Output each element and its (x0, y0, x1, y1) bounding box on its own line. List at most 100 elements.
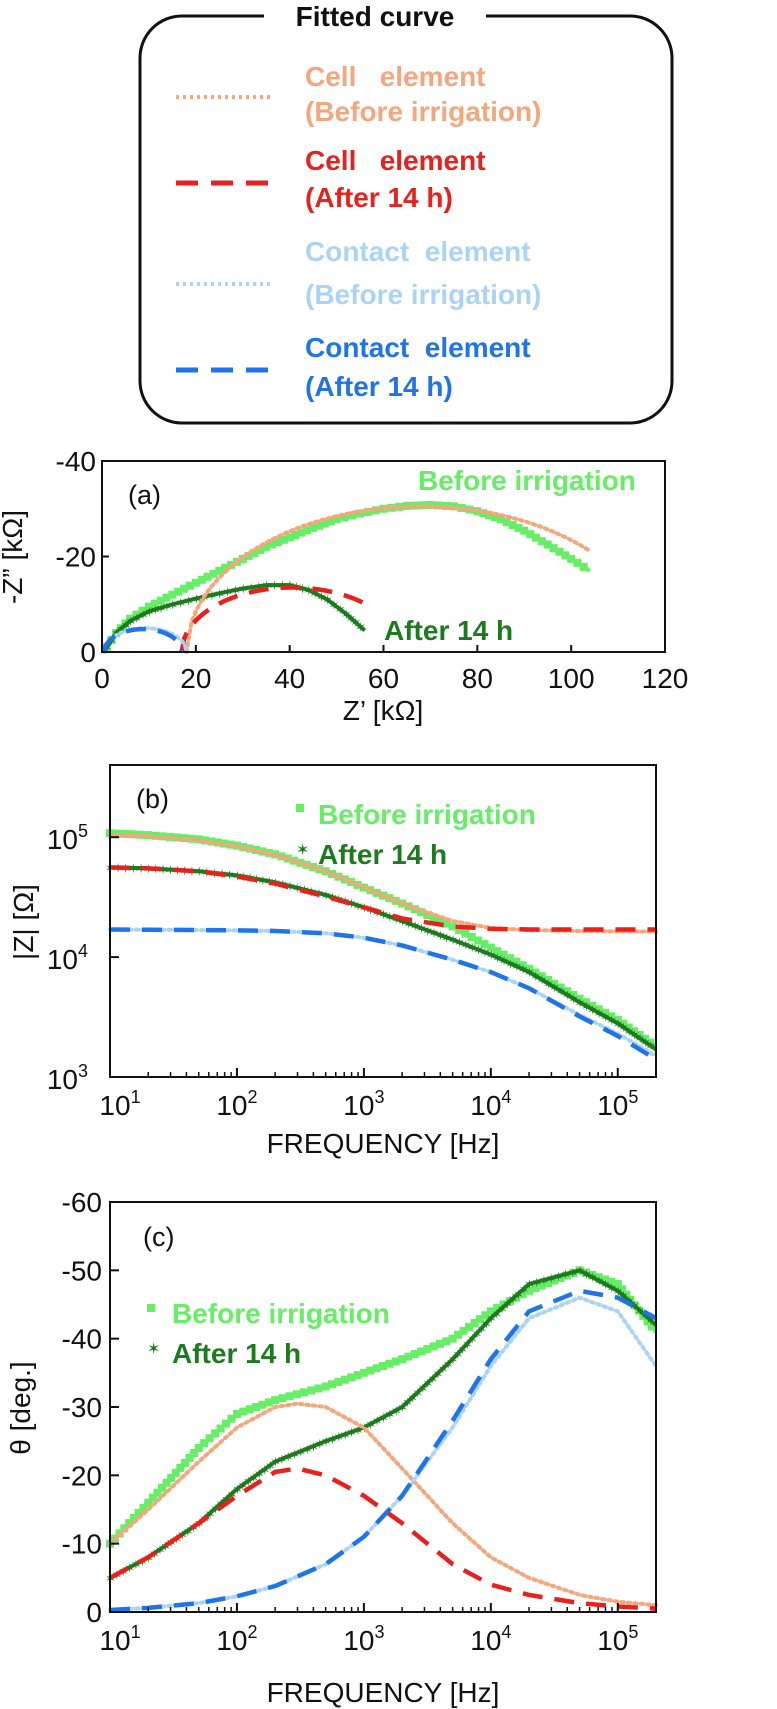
series-c-1-marker: ✶ (646, 1313, 657, 1328)
series-a-0-marker (215, 566, 224, 575)
series-c-1-marker: ✶ (606, 1280, 617, 1295)
y-axis-label-a: -Z” [kΩ] (0, 510, 28, 604)
series-c-1-marker: ✶ (384, 1407, 395, 1422)
series-b-0-marker (136, 830, 145, 839)
series-b-1-marker: ✶ (158, 862, 169, 877)
legend-cell-before-line1: Cell element (305, 61, 486, 92)
series-c-0-marker (340, 1375, 349, 1384)
series-b-0-marker (410, 905, 419, 914)
series-c-1-marker: ✶ (302, 1442, 313, 1457)
series-b-0-marker (461, 929, 470, 938)
series-c-0-marker (153, 1488, 162, 1497)
legend-contact-after-line1: Contact element (305, 332, 531, 363)
series-b-1-marker: ✶ (537, 973, 548, 988)
series-b-0-marker (499, 950, 508, 959)
series-label-before-b: Before irrigation (318, 799, 536, 830)
series-b-1-marker: ✶ (479, 945, 490, 960)
x-tick-label-a: 100 (548, 663, 595, 694)
y-tick-label-a: -40 (56, 446, 96, 477)
series-c-1-marker: ✶ (372, 1414, 383, 1429)
series-c-1-marker: ✶ (276, 1452, 287, 1467)
series-b-1-marker: ✶ (285, 879, 296, 894)
series-c-1-marker: ✶ (600, 1277, 611, 1292)
series-b-0-marker (635, 1030, 644, 1039)
series-c-0-marker (134, 1508, 143, 1517)
series-b-0-marker (454, 926, 463, 935)
series-c-0-marker (643, 1317, 652, 1326)
series-c-0-marker (398, 1355, 407, 1364)
series-b-0-marker (607, 1012, 616, 1021)
series-a-5-fit-line (102, 626, 184, 653)
series-c-0-marker (385, 1359, 394, 1368)
series-c-1-marker: ✶ (497, 1301, 508, 1316)
series-b-0-marker (486, 943, 495, 952)
series-b-0-marker (562, 987, 571, 996)
legend-contact-before-line1: Contact element (305, 236, 531, 267)
series-c-0-marker (162, 1478, 171, 1487)
series-c-0-marker (334, 1377, 343, 1386)
series-a-0-marker (348, 511, 357, 520)
series-c-3-fit-line (108, 1466, 657, 1611)
series-c-0-marker (429, 1342, 438, 1351)
y-tick-label-c: -10 (62, 1529, 102, 1560)
series-c-1-marker: ✶ (314, 1437, 325, 1452)
series-c-0-marker (518, 1290, 527, 1299)
series-c-0-marker (171, 1468, 180, 1477)
legend-contact-after-line2: (After 14 h) (305, 371, 453, 402)
series-b-1-marker: ✶ (640, 1035, 651, 1050)
series-b-1-marker: ✶ (530, 969, 541, 984)
series-a-0-marker (514, 523, 523, 532)
series-a-2-fit-line (184, 504, 592, 654)
series-a-1-marker: ✶ (261, 578, 272, 593)
series-c-1-marker: ✶ (427, 1371, 438, 1386)
series-c-0-marker (144, 1498, 153, 1507)
series-c-0-marker (205, 1434, 214, 1443)
series-a-1-marker: ✶ (253, 579, 264, 594)
series-c-0-marker (167, 1473, 176, 1482)
series-c-1-marker: ✶ (221, 1492, 232, 1507)
series-b-0-marker (531, 968, 540, 977)
series-c-1-marker: ✶ (508, 1292, 519, 1307)
y-tick-label-c: -30 (62, 1392, 102, 1423)
series-c-0-marker (180, 1458, 189, 1467)
series-c-1-marker: ✶ (432, 1367, 443, 1382)
series-c-0-marker (379, 1362, 387, 1370)
series-a-1-marker: ✶ (222, 585, 233, 600)
series-a-1-marker: ✶ (303, 583, 314, 598)
y-tick-label-c: 0 (86, 1597, 102, 1628)
series-c-1-marker: ✶ (613, 1284, 624, 1299)
y-tick-label-c: -60 (62, 1187, 102, 1218)
y-tick-label-b: 105 (47, 821, 88, 855)
series-c-1-marker: ✶ (177, 1528, 188, 1543)
legend-title-backdrop (264, 0, 486, 34)
series-b-1-marker: ✶ (518, 962, 529, 977)
series-c-1-marker: ✶ (422, 1376, 433, 1391)
series-c-0-marker (148, 1493, 157, 1502)
series-c-0-marker (190, 1448, 199, 1457)
series-c-0-marker (537, 1281, 546, 1290)
x-tick-label-b: 104 (470, 1087, 511, 1121)
series-c-0-marker (442, 1337, 451, 1346)
chart-panel-a: ✶✶✶✶✶✶✶✶✶✶✶✶✶✶✶✶✶✶✶✶✶✶✶✶✶✶✶✶✶✶✶✶✶✶✶✶✶✶✶✶… (0, 446, 688, 726)
series-b-1-marker: ✶ (549, 980, 560, 995)
series-c-0-marker (239, 1407, 248, 1416)
series-c-0-marker (200, 1439, 209, 1448)
series-a-0-marker (326, 517, 335, 526)
series-b-1-marker: ✶ (346, 896, 357, 911)
series-c-0-marker (278, 1394, 287, 1403)
series-c-0-marker (314, 1384, 323, 1393)
series-a-0-marker (209, 569, 218, 578)
series-b-1-marker: ✶ (257, 873, 268, 888)
series-a-1-marker: ✶ (162, 599, 173, 614)
series-c-0-marker (481, 1311, 490, 1320)
series-a-1-marker: ✶ (214, 586, 225, 601)
series-a-0-marker (537, 537, 546, 546)
series-c-0-marker (459, 1326, 468, 1335)
series-b-1-marker: ✶ (397, 914, 408, 929)
series-a-0-marker (490, 513, 499, 522)
series-b-1-marker: ✶ (562, 988, 573, 1003)
series-b-0-marker (581, 998, 590, 1007)
series-b-1-marker: ✶ (587, 1002, 598, 1017)
series-b-0-marker (194, 835, 203, 844)
series-c-1-marker: ✶ (340, 1427, 351, 1442)
